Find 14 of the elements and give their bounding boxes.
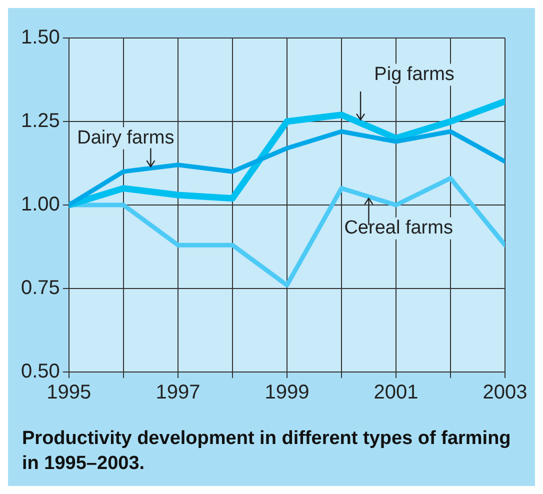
- y-tick-label: 0.50: [20, 360, 60, 383]
- x-tick-label: 1997: [156, 382, 200, 404]
- series-label: Dairy farms: [77, 127, 174, 148]
- y-tick-label: 1.50: [20, 26, 60, 49]
- x-tick-label: 1999: [264, 382, 310, 404]
- y-tick-label: 1.25: [20, 110, 60, 132]
- series-label: Pig farms: [374, 64, 454, 85]
- x-tick-label: 2003: [482, 382, 528, 404]
- text: Productivity development in different types of farming in 1995–2003.: [21, 427, 512, 476]
- y-tick-label: 1.00: [20, 194, 60, 216]
- y-tick-label: 0.75: [20, 277, 60, 300]
- x-tick-label: 2001: [374, 382, 418, 404]
- x-tick-label: 1995: [46, 382, 92, 404]
- series-label: Cereal farms: [344, 218, 453, 239]
